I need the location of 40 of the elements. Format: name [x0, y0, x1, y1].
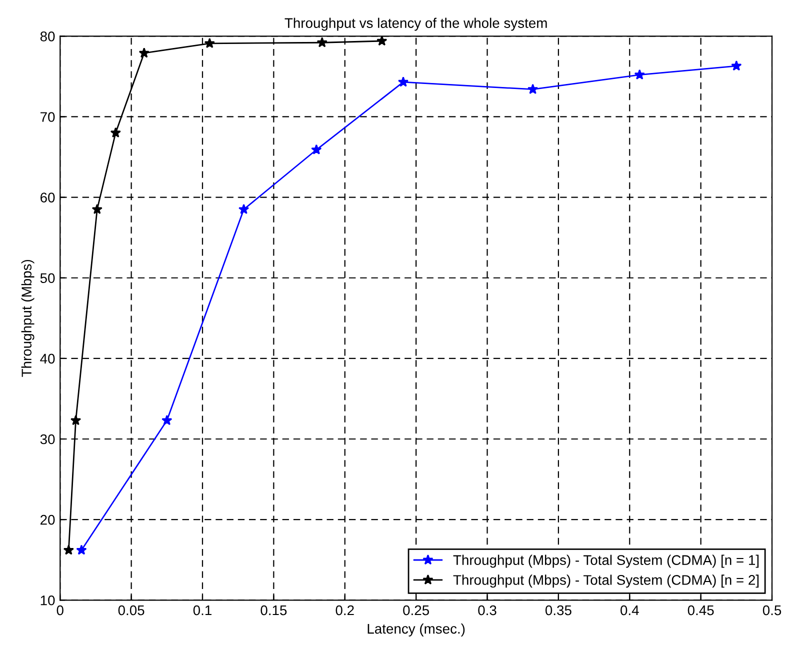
point — [398, 76, 409, 87]
y-tick-label: 40 — [40, 354, 55, 364]
point — [63, 544, 74, 555]
point — [70, 414, 82, 426]
point — [138, 48, 150, 58]
point — [376, 36, 388, 46]
y-tick-label: 60 — [40, 192, 55, 202]
y-tick-label: 70 — [40, 112, 55, 122]
x-tick-label: 0.3 — [478, 605, 496, 616]
point — [110, 127, 121, 138]
x-tick-label: 0.5 — [762, 605, 782, 616]
x-tick-label: 0.15 — [260, 605, 287, 616]
point — [731, 60, 742, 71]
point — [528, 84, 538, 94]
y-tick-label: 10 — [40, 595, 55, 606]
point — [76, 544, 87, 555]
chart-title: Throughput vs latency of the whole system — [284, 18, 547, 31]
point — [316, 37, 328, 48]
x-tick-label: 0.4 — [620, 605, 639, 616]
legend-label: Throughput (Mbps) - Total System (CDMA) [n = 1] — [453, 554, 759, 568]
x-axis-title: Latency (msec.) — [368, 624, 465, 636]
point — [92, 204, 102, 214]
x-tick-label: 0.05 — [118, 605, 144, 616]
y-tick-label: 30 — [40, 434, 55, 444]
x-tick-label: 0.45 — [688, 605, 714, 616]
point — [204, 38, 215, 48]
point — [634, 69, 645, 80]
x-tick-label: 0.1 — [193, 605, 212, 616]
x-tick-label: 0.2 — [336, 605, 354, 616]
y-axis-title: Throughput (Mbps) — [21, 260, 34, 377]
y-tick-label: 50 — [40, 273, 55, 284]
y-tick-label: 80 — [40, 32, 55, 42]
x-tick-label: 0.25 — [403, 605, 429, 616]
point — [162, 414, 172, 426]
point — [311, 144, 322, 154]
x-tick-label: 0.35 — [545, 605, 572, 616]
x-tick-label: 0 — [56, 605, 64, 616]
y-tick-label: 20 — [40, 514, 55, 525]
legend-label: Throughput (Mbps) - Total System (CDMA) [n = 2] — [453, 574, 759, 588]
point — [238, 204, 250, 214]
